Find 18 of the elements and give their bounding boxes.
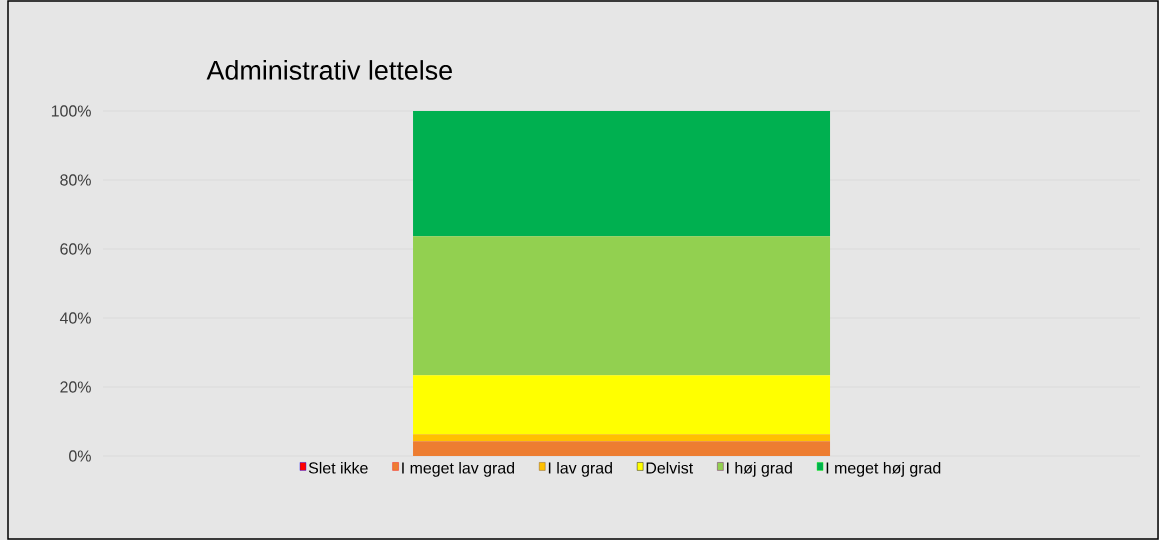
y-tick-label: 80% [60,174,91,186]
bar [413,111,831,237]
y-tick-label: 20% [60,381,91,393]
legend-label: Delvist [646,461,694,474]
legend-label: Slet ikke [308,461,368,474]
legend-label: I høj grad [727,461,792,477]
bar [413,375,831,435]
y-tick-label: 100% [51,105,91,117]
y-tick-label: 40% [59,312,91,324]
bar [413,236,831,376]
y-tick-label: 60% [60,243,91,255]
legend-label: I lav grad [548,461,612,477]
legend-label: I meget høj grad [826,461,941,477]
legend-label: I meget lav grad [402,461,515,477]
bar [413,441,831,456]
chart-title: Administrativ lettelse [206,60,452,80]
bar [413,434,831,442]
y-tick-label: 0% [69,450,91,462]
